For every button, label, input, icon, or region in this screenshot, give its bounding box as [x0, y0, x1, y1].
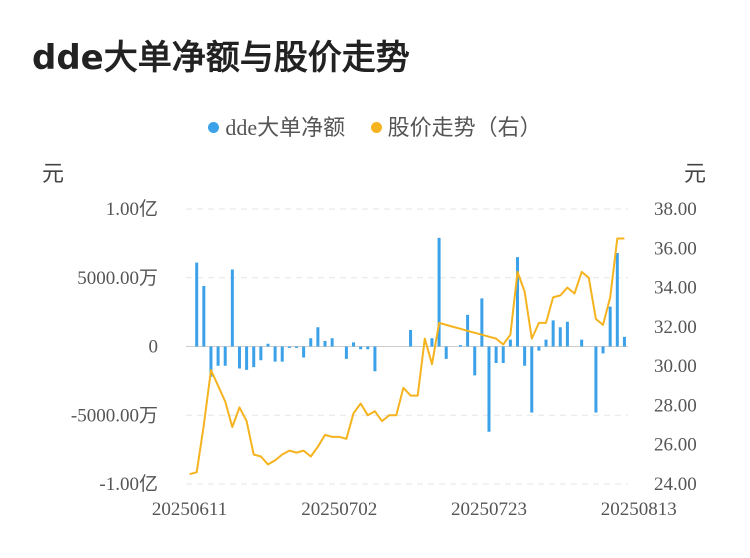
left-tick-label: 5000.00万 [77, 268, 158, 289]
dde-bar[interactable] [444, 346, 448, 359]
right-axis-unit: 元 [684, 161, 707, 186]
left-tick-label: 1.00亿 [106, 198, 158, 220]
dde-bar[interactable] [259, 346, 263, 361]
dde-bar[interactable] [487, 346, 491, 432]
right-tick-label: 26.00 [654, 435, 697, 456]
dde-bar[interactable] [501, 346, 505, 364]
dde-bar[interactable] [302, 346, 306, 358]
right-tick-label: 30.00 [654, 356, 697, 377]
legend-label-price: 股价走势（右） [387, 115, 542, 140]
x-axis-ticks: 20250611 20250702 20250723 20250813 [152, 499, 677, 520]
legend-item-dde[interactable]: dde大单净额 [208, 110, 345, 142]
dde-bar[interactable] [330, 338, 334, 347]
legend: dde大单净额 股价走势（右） [0, 110, 750, 142]
price-line-group [189, 237, 625, 476]
left-tick-label: -1.00亿 [99, 473, 158, 495]
dde-bar[interactable] [608, 306, 612, 347]
dde-bar[interactable] [601, 346, 605, 354]
dde-bar[interactable] [223, 346, 227, 366]
dde-bar[interactable] [480, 298, 484, 347]
x-tick-label: 20250813 [601, 499, 677, 520]
legend-dot-blue-icon [208, 122, 220, 134]
x-tick-label: 20250611 [152, 499, 227, 520]
legend-item-price[interactable]: 股价走势（右） [370, 110, 542, 142]
right-tick-label: 32.00 [654, 317, 697, 338]
dde-bar[interactable] [295, 346, 298, 348]
chart-title: dde大单净额与股价走势 [32, 38, 410, 78]
left-axis-unit: 元 [42, 161, 65, 186]
dde-bar[interactable] [273, 346, 277, 362]
dde-bar[interactable] [252, 346, 256, 368]
dde-bar[interactable] [537, 346, 541, 351]
dde-bar[interactable] [373, 346, 377, 372]
dde-bar[interactable] [558, 327, 562, 347]
dde-bar[interactable] [622, 336, 626, 347]
dde-bar[interactable] [409, 330, 413, 347]
dde-bar[interactable] [530, 346, 534, 413]
dde-bar[interactable] [230, 269, 234, 347]
price-line[interactable] [189, 237, 625, 476]
dde-bar[interactable] [209, 346, 213, 377]
dde-bar[interactable] [280, 346, 284, 362]
dde-bar[interactable] [309, 338, 313, 347]
right-tick-label: 28.00 [654, 395, 697, 416]
dde-bar[interactable] [359, 346, 363, 350]
right-axis-ticks: 38.00 36.00 34.00 32.00 30.00 28.00 26.00 24.00 [654, 199, 697, 495]
dde-bar[interactable] [494, 346, 498, 364]
dde-bar[interactable] [437, 237, 441, 347]
dde-bars [195, 237, 626, 432]
dde-bar[interactable] [430, 338, 434, 347]
dde-bar[interactable] [565, 321, 569, 347]
right-tick-label: 38.00 [654, 199, 697, 220]
dde-bar[interactable] [551, 320, 555, 347]
right-tick-label: 24.00 [654, 474, 697, 495]
dde-bar[interactable] [473, 346, 477, 376]
dde-bar[interactable] [316, 327, 320, 347]
dde-bar[interactable] [344, 346, 348, 359]
right-tick-label: 34.00 [654, 278, 697, 299]
right-tick-label: 36.00 [654, 238, 697, 259]
left-axis-ticks: 1.00亿 5000.00万 0 -5000.00万 -1.00亿 [71, 198, 158, 495]
dde-bar[interactable] [245, 346, 249, 370]
dde-bar[interactable] [523, 346, 527, 366]
dde-bar[interactable] [508, 339, 512, 347]
legend-dot-orange-icon [370, 122, 382, 134]
dde-bar[interactable] [195, 262, 199, 347]
dde-bar[interactable] [594, 346, 598, 413]
dde-bar[interactable] [352, 342, 356, 347]
dde-bar[interactable] [366, 346, 370, 350]
dde-bar[interactable] [615, 253, 619, 347]
dde-bar[interactable] [580, 339, 584, 347]
dde-bar[interactable] [287, 346, 291, 348]
dde-bar[interactable] [266, 343, 270, 347]
dde-bar[interactable] [216, 346, 220, 366]
dde-bar[interactable] [458, 345, 462, 347]
x-tick-label: 20250702 [301, 499, 377, 520]
dde-bar[interactable] [544, 339, 548, 347]
dde-bar[interactable] [516, 257, 519, 347]
dde-bar[interactable] [237, 346, 241, 369]
left-tick-label: -5000.00万 [71, 405, 158, 426]
x-tick-label: 20250723 [451, 499, 527, 520]
dde-bar[interactable] [202, 286, 206, 347]
legend-label-dde: dde大单净额 [225, 115, 346, 140]
dde-bar[interactable] [323, 341, 327, 347]
left-tick-label: 0 [149, 337, 159, 358]
